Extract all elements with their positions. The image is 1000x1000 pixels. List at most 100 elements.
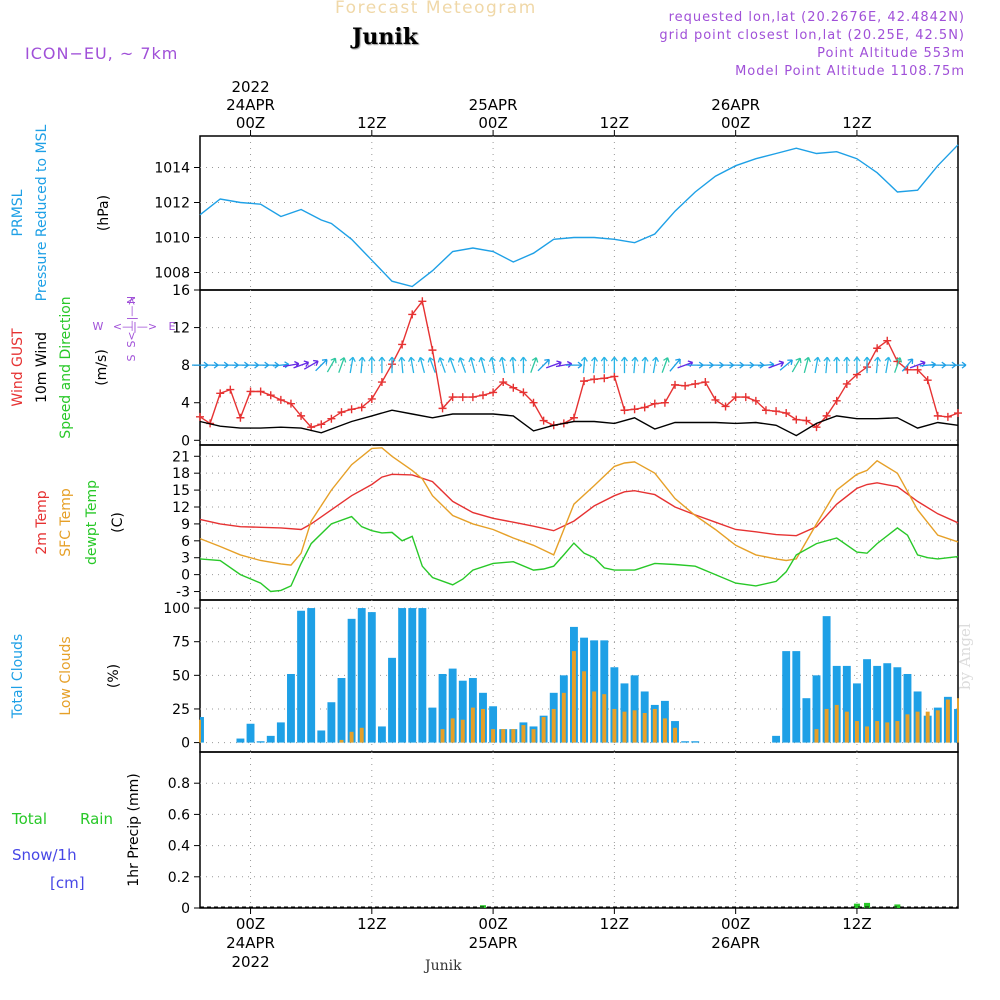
series-line-10m-wind xyxy=(199,409,959,437)
compass-arrows: <—|—> xyxy=(113,320,157,333)
low-cloud-bar xyxy=(662,718,667,743)
wind-arrow xyxy=(408,356,415,374)
gust-marker xyxy=(630,405,639,414)
low-cloud-bar xyxy=(501,729,506,743)
ytick-label-wind: 12 xyxy=(172,321,190,337)
wind-arrow xyxy=(417,356,426,374)
xtick-label-top: 12Z xyxy=(842,114,871,132)
gust-marker xyxy=(580,377,589,386)
gust-marker xyxy=(539,416,548,425)
low-cloud-bar xyxy=(339,739,344,743)
low-cloud-bar xyxy=(915,711,920,743)
axis-label-temp: (C) xyxy=(110,512,126,533)
low-cloud-bar xyxy=(957,698,959,743)
total-cloud-bar xyxy=(448,668,457,743)
axis-label-temp: 2m Temp xyxy=(34,490,50,554)
wind-arrow xyxy=(509,356,517,374)
wind-arrow xyxy=(338,357,347,373)
axis-label-pressure: Pressure Reduced to MSL xyxy=(34,124,50,301)
low-cloud-bar xyxy=(875,721,880,743)
total-cloud-bar xyxy=(630,675,639,743)
total-cloud-bar xyxy=(246,723,255,743)
wind-arrow xyxy=(580,356,588,374)
gust-marker xyxy=(347,405,356,414)
location-title: Junik xyxy=(352,24,418,50)
wind-arrow xyxy=(610,356,618,374)
compass-n: N xyxy=(125,296,138,304)
total-cloud-bar xyxy=(842,665,851,743)
wind-arrow xyxy=(791,357,802,373)
low-cloud-bar xyxy=(844,711,849,743)
gust-marker xyxy=(398,340,407,349)
series-line-2m-temp xyxy=(199,473,959,537)
wind-arrow xyxy=(398,356,406,374)
low-cloud-bar xyxy=(854,721,859,743)
low-cloud-bar xyxy=(470,707,475,743)
wind-arrow xyxy=(901,358,914,372)
low-cloud-bar xyxy=(349,731,354,743)
total-cloud-bar xyxy=(458,680,467,743)
ytick-label-precip: 0 xyxy=(181,901,190,917)
total-cloud-bar xyxy=(367,612,376,743)
gust-marker xyxy=(711,395,720,404)
total-cloud-bar xyxy=(681,741,690,743)
total-cloud-bar xyxy=(438,673,447,743)
wind-arrow xyxy=(427,357,436,373)
gust-marker xyxy=(660,398,669,407)
panel-frame-precip xyxy=(199,751,959,909)
axis-label-clouds: Low Clouds xyxy=(58,636,74,715)
wind-arrow xyxy=(843,356,851,374)
wind-arrow xyxy=(388,356,396,374)
ytick-label-precip: 0.2 xyxy=(168,870,190,886)
low-cloud-bar xyxy=(511,729,516,743)
gust-marker xyxy=(731,393,740,402)
gust-marker xyxy=(266,391,275,400)
xtick-label-bottom: 25APR xyxy=(469,934,518,952)
compass-e: E xyxy=(169,320,176,333)
low-cloud-bar xyxy=(885,722,890,743)
gust-marker xyxy=(842,379,851,388)
total-cloud-bar xyxy=(903,673,912,743)
gust-marker xyxy=(256,387,265,396)
low-cloud-bar xyxy=(460,719,465,743)
wind-arrow xyxy=(519,356,527,374)
gust-marker xyxy=(529,398,538,407)
gust-marker xyxy=(761,406,770,415)
ytick-label-pressure: 1008 xyxy=(154,266,190,282)
ytick-label-clouds: 100 xyxy=(163,601,190,617)
gust-marker xyxy=(519,388,528,397)
precip-bar xyxy=(894,904,901,908)
footer-location: Junik xyxy=(425,958,462,974)
total-cloud-bar xyxy=(256,741,265,743)
point-altitude: Point Altitude 553m xyxy=(817,46,965,61)
xtick-label-bottom: 12Z xyxy=(842,915,871,933)
wind-arrow xyxy=(326,357,337,373)
wind-arrow xyxy=(378,356,386,374)
gust-marker xyxy=(650,399,659,408)
total-cloud-bar xyxy=(408,608,417,743)
gust-marker xyxy=(377,378,386,387)
low-cloud-bar xyxy=(359,727,364,743)
low-cloud-bar xyxy=(440,729,445,743)
ytick-label-clouds: 0 xyxy=(181,736,190,752)
gust-marker xyxy=(448,393,457,402)
xtick-label-bottom: 2022 xyxy=(231,953,269,971)
total-cloud-bar xyxy=(236,738,245,743)
wind-arrow xyxy=(641,356,649,374)
low-cloud-bar xyxy=(652,708,657,743)
gust-marker xyxy=(286,399,295,408)
total-cloud-bar xyxy=(852,683,861,743)
wind-arrow xyxy=(631,356,639,374)
total-cloud-bar xyxy=(863,659,871,743)
ytick-label-precip: 0.8 xyxy=(168,776,190,792)
total-cloud-bar xyxy=(200,717,204,743)
wind-arrow xyxy=(669,358,681,372)
low-cloud-bar xyxy=(450,718,455,743)
low-cloud-bar xyxy=(622,711,627,743)
ytick-label-temp: 9 xyxy=(181,517,190,533)
low-cloud-bar xyxy=(491,729,496,743)
wind-arrow xyxy=(478,356,486,374)
wind-arrow xyxy=(874,356,882,374)
wind-arrow xyxy=(661,357,670,373)
ytick-label-wind: 8 xyxy=(181,358,190,374)
